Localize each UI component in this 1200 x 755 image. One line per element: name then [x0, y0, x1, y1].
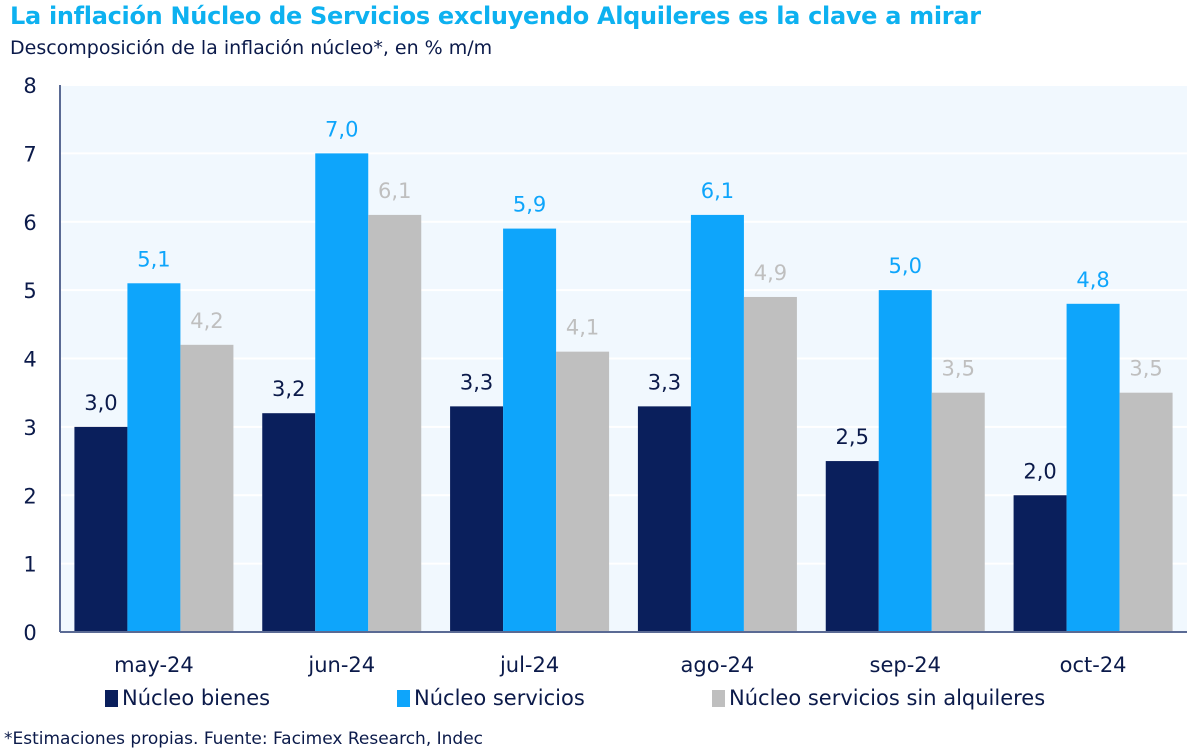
- legend: Núcleo bienes Núcleo servicios Núcleo se…: [0, 686, 1200, 718]
- data-label: 5,1: [137, 247, 170, 271]
- legend-swatch: [712, 689, 725, 707]
- data-label: 6,1: [378, 179, 411, 203]
- x-axis-categories: may-24 jun-24 jul-24 ago-24 sep-24 oct-24: [114, 653, 1126, 677]
- x-category-label: may-24: [114, 653, 194, 677]
- data-label: 3,2: [272, 377, 305, 401]
- gridlines: [60, 84, 1187, 565]
- legend-item-nucleo-bienes: Núcleo bienes: [105, 686, 270, 710]
- data-label: 3,0: [84, 391, 117, 415]
- data-label: 2,5: [836, 425, 869, 449]
- data-label: 2,0: [1023, 459, 1056, 483]
- y-tick-label: 3: [23, 416, 36, 440]
- bar: [450, 406, 504, 632]
- data-label: 5,0: [889, 254, 922, 278]
- y-tick-label: 8: [23, 74, 36, 98]
- bar: [315, 153, 369, 632]
- y-tick-label: 6: [23, 211, 36, 235]
- y-tick-label: 7: [23, 142, 36, 166]
- bar: [180, 344, 234, 632]
- bar: [878, 290, 932, 632]
- y-axis-ticks: 0 1 2 3 4 5 6 7 8: [23, 74, 36, 645]
- data-label: 3,5: [1129, 357, 1162, 381]
- data-labels: 3,0 5,1 4,2 3,2 7,0 6,1 3,3 5,9 4,1 3,3 6,1 4,9 2,5 5…: [84, 117, 1163, 483]
- data-label: 6,1: [701, 179, 734, 203]
- legend-swatch: [105, 689, 118, 707]
- legend-label: Núcleo bienes: [122, 686, 271, 710]
- chart-title: La inflación Núcleo de Servicios excluye…: [10, 2, 981, 30]
- bar: [743, 296, 797, 632]
- data-label: 4,8: [1076, 268, 1109, 292]
- y-tick-label: 2: [23, 484, 36, 508]
- data-label: 3,3: [460, 370, 493, 394]
- x-category-label: jul-24: [499, 653, 559, 677]
- bar: [637, 406, 691, 632]
- bar: [127, 283, 181, 632]
- bar: [556, 351, 610, 632]
- bar: [825, 461, 879, 632]
- bar: [1066, 303, 1120, 632]
- bar: [1119, 392, 1173, 632]
- legend-item-nucleo-servicios-sin-alquileres: Núcleo servicios sin alquileres: [712, 686, 1045, 710]
- data-label: 3,3: [648, 370, 681, 394]
- chart-subtitle: Descomposición de la inflación núcleo*, …: [10, 37, 493, 59]
- data-label: 4,2: [190, 309, 223, 333]
- bar: [368, 214, 422, 632]
- y-tick-label: 0: [23, 621, 36, 645]
- bar: [262, 413, 316, 632]
- x-category-label: oct-24: [1060, 653, 1127, 677]
- data-label: 5,9: [513, 193, 546, 217]
- x-category-label: ago-24: [681, 653, 755, 677]
- legend-label: Núcleo servicios: [414, 686, 585, 710]
- y-tick-label: 4: [23, 348, 36, 372]
- footnote: *Estimaciones propias. Fuente: Facimex R…: [4, 729, 484, 749]
- data-label: 3,5: [942, 357, 975, 381]
- bar: [74, 426, 128, 632]
- data-label: 7,0: [325, 117, 358, 141]
- bars: [74, 153, 1173, 632]
- legend-item-nucleo-servicios: Núcleo servicios: [397, 686, 585, 710]
- bar: [1013, 495, 1067, 632]
- bar-chart: 0 1 2 3 4 5 6 7 8 3,0 5,1 4,2 3,2 7,0 6,1 3,3 5,9 4,1 3,3…: [23, 74, 1187, 677]
- bar: [931, 392, 985, 632]
- data-label: 4,1: [566, 316, 599, 340]
- legend-swatch: [397, 689, 410, 707]
- y-tick-label: 1: [23, 553, 36, 577]
- x-category-label: jun-24: [307, 653, 375, 677]
- bar: [503, 228, 557, 632]
- y-tick-label: 5: [23, 279, 36, 303]
- legend-label: Núcleo servicios sin alquileres: [729, 686, 1046, 710]
- x-category-label: sep-24: [870, 653, 942, 677]
- data-label: 4,9: [754, 261, 787, 285]
- bar: [690, 214, 744, 632]
